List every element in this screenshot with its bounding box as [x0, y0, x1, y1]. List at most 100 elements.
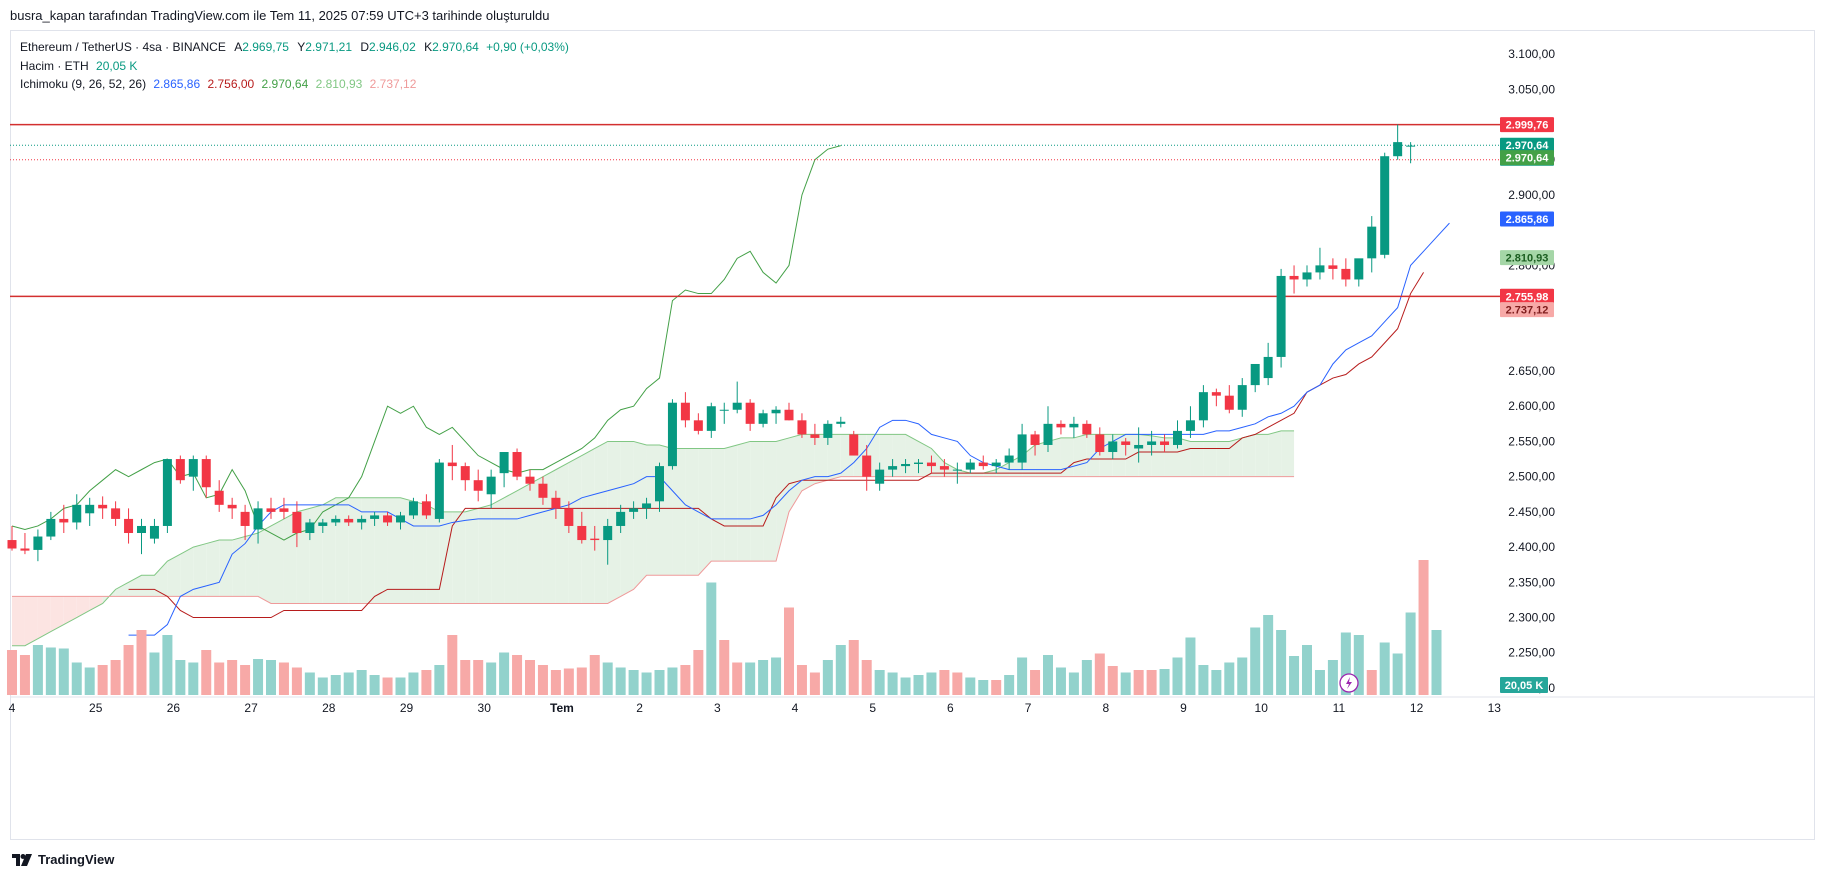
volume-bar [784, 607, 794, 695]
y-tick-label: 2.600,00 [1508, 399, 1555, 413]
ichimoku-cloud-segment [322, 497, 336, 604]
change-value: +0,90 (+0,03%) [486, 40, 569, 54]
chart-frame[interactable] [10, 30, 1815, 840]
ichimoku-cloud-segment [517, 483, 530, 604]
volume-bar [693, 650, 704, 695]
volume-bar [563, 668, 574, 695]
volume-bar [952, 672, 963, 695]
volume-bar [835, 645, 846, 695]
candle-body [46, 518, 56, 537]
candle-body [460, 466, 470, 481]
candle-body [693, 420, 703, 431]
candle-body [745, 402, 755, 424]
candle-body [1237, 385, 1247, 410]
ichimoku-cloud-segment [724, 444, 738, 562]
volume-bar [680, 665, 691, 695]
price-tag-label: 2.810,93 [1506, 253, 1549, 265]
x-tick-label: 12 [1410, 701, 1424, 715]
volume-bar [939, 670, 950, 695]
candle-body [1082, 423, 1092, 435]
candle-body [1341, 268, 1351, 280]
ichimoku-spanB-line [12, 476, 1295, 604]
candle-body [525, 476, 535, 484]
volume-bar [19, 655, 30, 695]
ichimoku-cloud-segment [1151, 435, 1165, 477]
ichimoku-cloud-segment [918, 441, 932, 477]
volume-bar [654, 670, 665, 695]
volume-bar [1276, 630, 1287, 695]
volume-bar [641, 672, 652, 695]
volume-bar [201, 650, 212, 695]
ichimoku-cloud-segment [335, 497, 349, 604]
volume-bar [1289, 656, 1300, 695]
volume-bar [1392, 653, 1403, 695]
ichimoku-cloud-segment [24, 596, 38, 646]
ichimoku-cloud-segment [141, 575, 155, 597]
legend-ichimoku-row[interactable]: Ichimoku (9, 26, 52, 26) 2.865,86 2.756,… [20, 75, 569, 94]
ichimoku-cloud-segment [50, 596, 64, 632]
x-tick-label: 13 [1488, 701, 1502, 715]
y-tick-label: 2.550,00 [1508, 434, 1555, 448]
symbol-label[interactable]: Ethereum / TetherUS · 4sa · BINANCE [20, 40, 226, 54]
ichimoku-cloud-segment [361, 497, 375, 604]
ichimoku-cloud-segment [594, 441, 608, 604]
candle-body [1315, 265, 1325, 273]
legend-symbol-row[interactable]: Ethereum / TetherUS · 4sa · BINANCE A2.9… [20, 38, 569, 57]
ichimoku-cloud-segment [1216, 441, 1230, 477]
y-tick-label: 2.500,00 [1508, 470, 1555, 484]
volume-bar [330, 675, 341, 695]
volume-bar [253, 659, 264, 695]
candle-body [1354, 258, 1364, 280]
x-tick-label: 5 [869, 701, 876, 715]
candle-body [680, 402, 690, 421]
candle-body [1056, 423, 1066, 428]
ichimoku-cloud-segment [387, 497, 401, 604]
volume-bar [317, 677, 328, 695]
candle-body [862, 455, 872, 477]
x-tick-label: 3 [714, 701, 721, 715]
tradingview-logo[interactable]: TradingView [12, 852, 114, 867]
candle-body [1328, 265, 1338, 269]
x-tick-label: 29 [400, 701, 414, 715]
candle-body [111, 508, 121, 519]
candle-body [1263, 356, 1273, 379]
volume-bar [615, 667, 626, 695]
ichimoku-cloud-segment [89, 596, 103, 611]
ichimoku-cloud-segment [374, 497, 388, 604]
ichimoku-cloud-segment [776, 437, 789, 562]
volume-bar [304, 672, 315, 695]
volume-bar [1068, 672, 1079, 695]
candle-body [655, 466, 664, 502]
volume-bar [214, 662, 225, 695]
ichimoku-cloud-segment [154, 561, 168, 597]
candle-body [188, 459, 198, 477]
volume-bar [240, 665, 251, 695]
volume-bar [382, 677, 393, 695]
volume-bar [71, 662, 82, 695]
volume-bar [266, 660, 276, 695]
volume-bar [887, 672, 898, 695]
volume-bar [745, 662, 756, 695]
y-tick-label: 2.450,00 [1508, 505, 1555, 519]
ichimoku-cloud-segment [1138, 434, 1152, 477]
volume-bar [1431, 630, 1442, 695]
candle-body [421, 501, 431, 516]
candle-body [292, 511, 302, 534]
volume-tag-label: 20,05 K [1505, 680, 1544, 692]
volume-bar [525, 660, 535, 695]
ichimoku-cloud-segment [1203, 441, 1217, 477]
volume-bar [719, 640, 730, 695]
candle-body [1302, 272, 1312, 280]
x-tick-label: 9 [1180, 701, 1187, 715]
ichimoku-cloud-segment [1060, 437, 1074, 477]
ichimoku-cloud-segment [115, 582, 129, 597]
legend-volume-row[interactable]: Hacim · ETH 20,05 K [20, 57, 569, 76]
ichimoku-cloud-segment [1035, 441, 1048, 477]
volume-bar [1198, 665, 1209, 695]
candle-body [875, 469, 885, 484]
ichimoku-cloud-segment [555, 462, 569, 604]
price-tag-label: 2.970,64 [1506, 153, 1550, 165]
candle-body [370, 515, 380, 519]
chart-legend: Ethereum / TetherUS · 4sa · BINANCE A2.9… [20, 38, 569, 94]
